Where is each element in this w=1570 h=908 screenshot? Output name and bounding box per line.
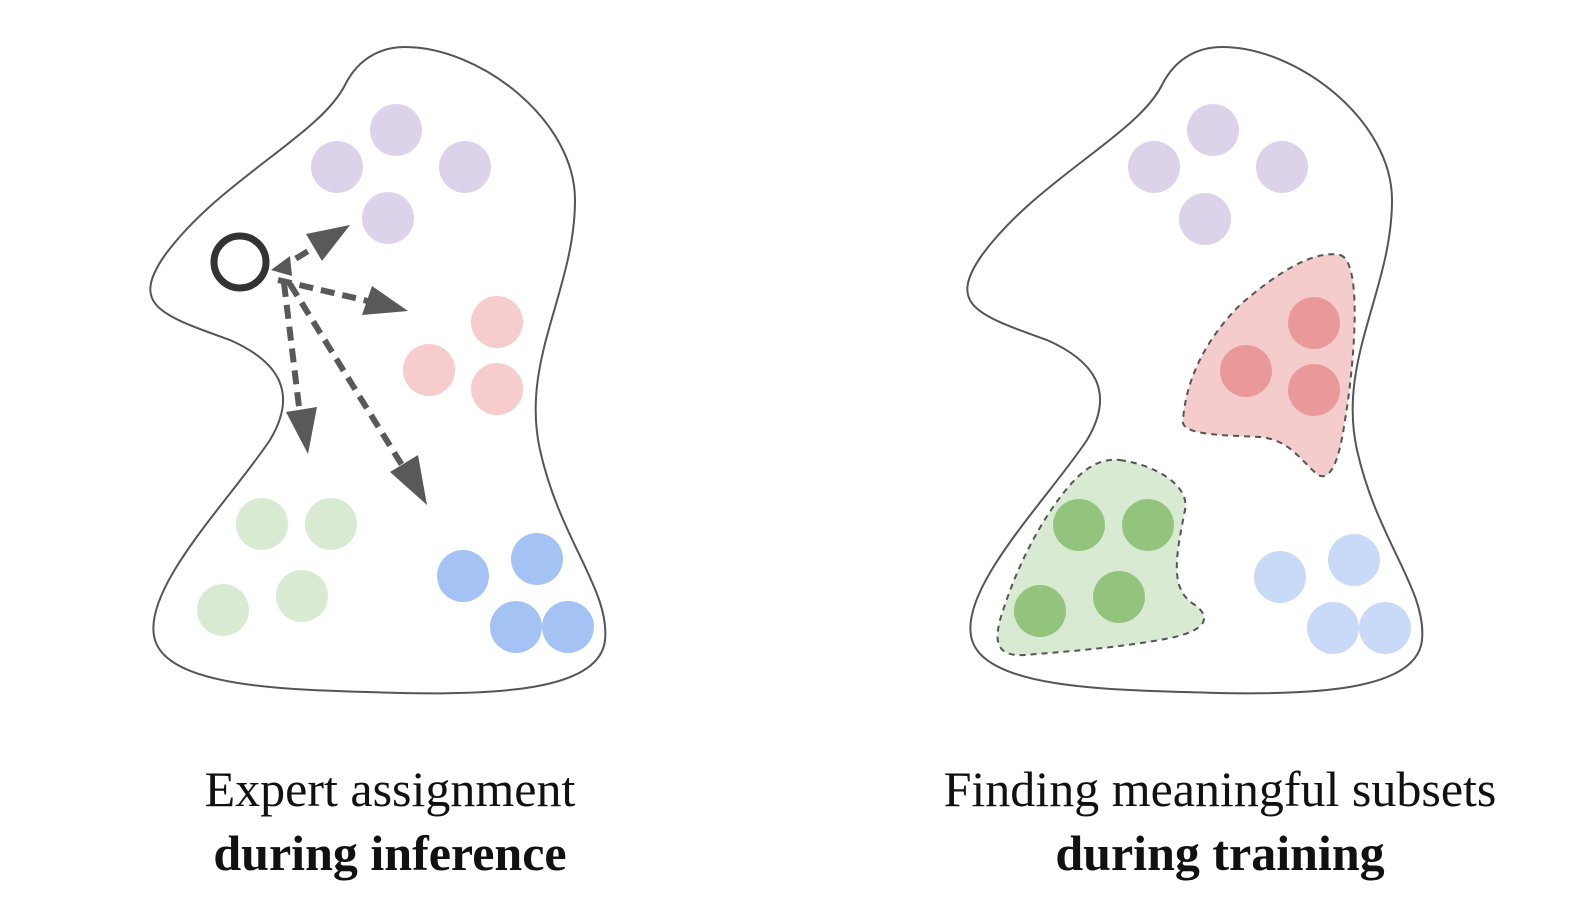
data-point	[197, 584, 249, 636]
data-point	[276, 570, 328, 622]
data-point	[490, 601, 542, 653]
arrowhead	[362, 286, 408, 315]
data-point	[1220, 345, 1272, 397]
arrow-to-pink	[277, 277, 373, 305]
caption-line2: during training	[1055, 825, 1385, 881]
data-point	[437, 550, 489, 602]
data-point	[1179, 193, 1231, 245]
panel-training	[966, 45, 1424, 695]
cluster-pink	[403, 296, 523, 415]
data-point	[236, 498, 288, 550]
assignment-arrows	[271, 225, 427, 505]
arrow-to-green	[281, 282, 303, 416]
arrowhead	[271, 256, 292, 276]
arrowhead	[390, 455, 427, 505]
data-point	[542, 601, 594, 653]
data-point	[403, 344, 455, 396]
data-point	[1307, 602, 1359, 654]
data-point	[1053, 499, 1105, 551]
data-point	[1093, 571, 1145, 623]
data-point	[311, 141, 363, 193]
query-point	[210, 232, 270, 292]
data-point	[1328, 534, 1380, 586]
data-point	[471, 363, 523, 415]
data-point	[1359, 602, 1411, 654]
arrow-to-blue	[287, 282, 408, 472]
data-point	[305, 498, 357, 550]
cluster-blue	[1254, 534, 1411, 654]
data-point	[439, 141, 491, 193]
cluster-blue	[437, 533, 594, 653]
data-point	[1256, 141, 1308, 193]
caption-line1: Finding meaningful subsets	[943, 761, 1497, 817]
cluster-purple	[311, 104, 491, 244]
cluster-purple	[1128, 104, 1308, 245]
data-point	[1187, 104, 1239, 156]
data-point	[1128, 141, 1180, 193]
data-point	[1288, 297, 1340, 349]
data-point	[1014, 585, 1066, 637]
data-point	[471, 296, 523, 348]
cluster-red	[1220, 297, 1340, 416]
data-point	[1122, 499, 1174, 551]
arrowhead	[286, 407, 317, 454]
arrowhead	[306, 225, 350, 261]
data-point	[511, 533, 563, 585]
cluster-green	[1014, 499, 1174, 637]
data-point	[362, 192, 414, 244]
caption-training: Finding meaningful subsets during traini…	[900, 757, 1540, 885]
cluster-green	[197, 498, 357, 636]
caption-line2: during inference	[213, 825, 567, 881]
caption-inference: Expert assignment during inference	[90, 757, 690, 885]
data-point	[1288, 364, 1340, 416]
panel-inference	[149, 45, 607, 695]
caption-line1: Expert assignment	[204, 761, 576, 817]
data-point	[1254, 551, 1306, 603]
data-point	[370, 104, 422, 156]
